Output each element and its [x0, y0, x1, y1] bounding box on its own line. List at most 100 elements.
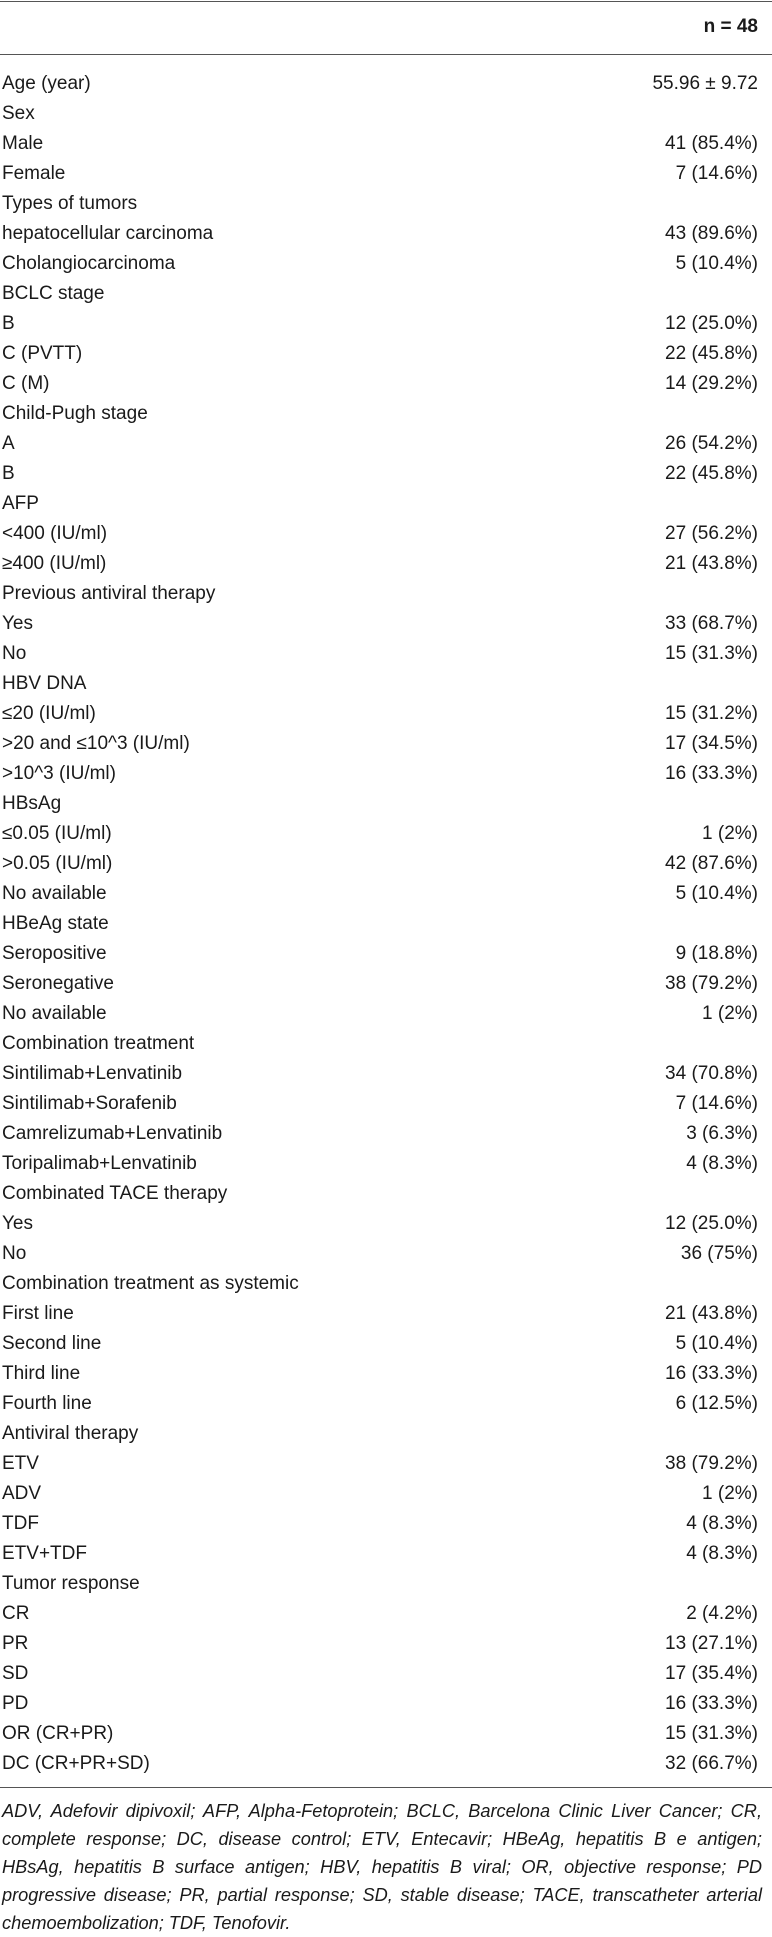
row-label: BCLC stage [2, 283, 105, 304]
table-row: C (PVTT) 22 (45.8%) [0, 339, 772, 369]
table-row: Combination treatment as systemic [0, 1269, 772, 1299]
row-label: Sintilimab+Lenvatinib [2, 1063, 183, 1084]
table-row: Fourth line 6 (12.5%) [0, 1389, 772, 1419]
row-value: 13 (27.1%) [665, 1633, 758, 1654]
table-row: HBV DNA [0, 669, 772, 699]
table-row: Cholangiocarcinoma 5 (10.4%) [0, 249, 772, 279]
table-row: >0.05 (IU/ml) 42 (87.6%) [0, 849, 772, 879]
row-value: 34 (70.8%) [665, 1063, 758, 1084]
table-row: Third line 16 (33.3%) [0, 1359, 772, 1389]
table-row: Combinated TACE therapy [0, 1179, 772, 1209]
table-row: AFP [0, 489, 772, 519]
row-label: Sintilimab+Sorafenib [2, 1093, 177, 1114]
row-label: >0.05 (IU/ml) [2, 853, 113, 874]
row-value: 22 (45.8%) [665, 343, 758, 364]
row-value: 6 (12.5%) [675, 1393, 758, 1414]
row-label: Yes [2, 613, 33, 634]
table-header-rule [0, 54, 772, 55]
row-label: ADV [2, 1483, 42, 1504]
row-label: No [2, 643, 27, 664]
row-label: HBV DNA [2, 673, 87, 694]
row-label: Antiviral therapy [2, 1423, 139, 1444]
row-value: 9 (18.8%) [675, 943, 758, 964]
table-row: Sintilimab+Sorafenib 7 (14.6%) [0, 1089, 772, 1119]
table-row: DC (CR+PR+SD) 32 (66.7%) [0, 1749, 772, 1779]
row-label: B [2, 463, 15, 484]
row-label: Combinated TACE therapy [2, 1183, 228, 1204]
row-value: 5 (10.4%) [675, 1333, 758, 1354]
table-row: Previous antiviral therapy [0, 579, 772, 609]
row-label: No available [2, 883, 107, 904]
row-value: 3 (6.3%) [686, 1123, 758, 1144]
row-value: 38 (79.2%) [665, 1453, 758, 1474]
row-label: A [2, 433, 15, 454]
row-value: 16 (33.3%) [665, 1693, 758, 1714]
table-row: Types of tumors [0, 189, 772, 219]
table-row: Combination treatment [0, 1029, 772, 1059]
table-row: ≤0.05 (IU/ml) 1 (2%) [0, 819, 772, 849]
row-value: 26 (54.2%) [665, 433, 758, 454]
row-label: >10^3 (IU/ml) [2, 763, 116, 784]
table-row: No available 1 (2%) [0, 999, 772, 1029]
row-label: ≥400 (IU/ml) [2, 553, 107, 574]
table-row: SD 17 (35.4%) [0, 1659, 772, 1689]
table-row: HBsAg [0, 789, 772, 819]
row-label: Types of tumors [2, 193, 138, 214]
table-row: Age (year) 55.96 ± 9.72 [0, 69, 772, 99]
row-label: SD [2, 1663, 29, 1684]
table-row: ≤20 (IU/ml) 15 (31.2%) [0, 699, 772, 729]
table-row: PR 13 (27.1%) [0, 1629, 772, 1659]
row-label: HBeAg state [2, 913, 109, 934]
row-label: ≤20 (IU/ml) [2, 703, 96, 724]
row-label: DC (CR+PR+SD) [2, 1753, 150, 1774]
row-value: 7 (14.6%) [675, 163, 758, 184]
row-value: 5 (10.4%) [675, 883, 758, 904]
row-label: Age (year) [2, 73, 91, 94]
row-label: <400 (IU/ml) [2, 523, 108, 544]
row-value: 4 (8.3%) [686, 1513, 758, 1534]
row-value: 32 (66.7%) [665, 1753, 758, 1774]
row-value: 21 (43.8%) [665, 553, 758, 574]
row-label: Tumor response [2, 1573, 140, 1594]
table-row: First line 21 (43.8%) [0, 1299, 772, 1329]
table-row: B 22 (45.8%) [0, 459, 772, 489]
table-row: <400 (IU/ml) 27 (56.2%) [0, 519, 772, 549]
table-row: Seronegative 38 (79.2%) [0, 969, 772, 999]
table-row: hepatocellular carcinoma 43 (89.6%) [0, 219, 772, 249]
row-label: Cholangiocarcinoma [2, 253, 176, 274]
row-label: No available [2, 1003, 107, 1024]
row-label: Sex [2, 103, 35, 124]
row-label: C (M) [2, 373, 50, 394]
row-value: 17 (35.4%) [665, 1663, 758, 1684]
row-label: Male [2, 133, 44, 154]
row-value: 21 (43.8%) [665, 1303, 758, 1324]
row-value: 1 (2%) [702, 1003, 758, 1024]
row-label: Toripalimab+Lenvatinib [2, 1153, 197, 1174]
row-label: Fourth line [2, 1393, 92, 1414]
row-label: Third line [2, 1363, 81, 1384]
row-value: 55.96 ± 9.72 [652, 73, 758, 94]
table-row: ETV+TDF 4 (8.3%) [0, 1539, 772, 1569]
table-row: Sintilimab+Lenvatinib 34 (70.8%) [0, 1059, 772, 1089]
table-top-rule [0, 1, 772, 2]
row-label: AFP [2, 493, 39, 514]
table-row: ≥400 (IU/ml) 21 (43.8%) [0, 549, 772, 579]
row-value: 15 (31.3%) [665, 1723, 758, 1744]
row-label: Female [2, 163, 66, 184]
row-label: Combination treatment as systemic [2, 1273, 299, 1294]
row-value: 7 (14.6%) [675, 1093, 758, 1114]
table-header: n = 48 [0, 2, 772, 54]
row-value: 1 (2%) [702, 823, 758, 844]
row-value: 22 (45.8%) [665, 463, 758, 484]
row-label: ETV+TDF [2, 1543, 87, 1564]
row-label: >20 and ≤10^3 (IU/ml) [2, 733, 190, 754]
row-value: 5 (10.4%) [675, 253, 758, 274]
row-value: 1 (2%) [702, 1483, 758, 1504]
table-row: Antiviral therapy [0, 1419, 772, 1449]
table-row: No available 5 (10.4%) [0, 879, 772, 909]
table-row: HBeAg state [0, 909, 772, 939]
row-label: TDF [2, 1513, 39, 1534]
table-row: A 26 (54.2%) [0, 429, 772, 459]
row-label: PR [2, 1633, 29, 1654]
table-row: TDF 4 (8.3%) [0, 1509, 772, 1539]
